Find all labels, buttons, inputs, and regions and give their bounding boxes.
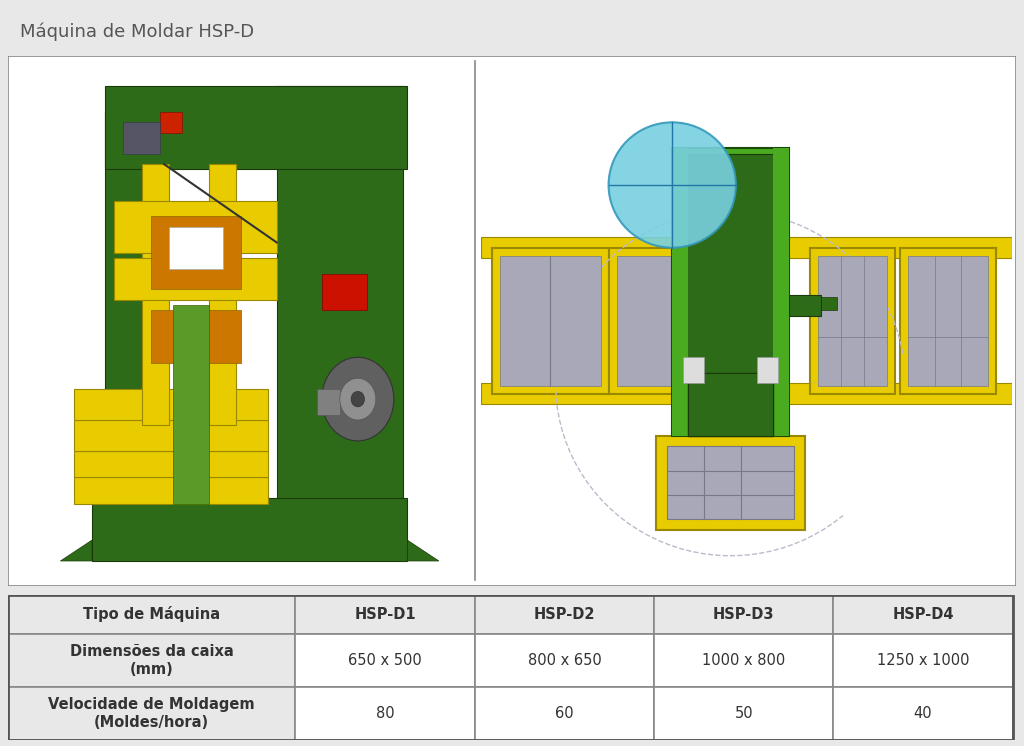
Bar [616, 255, 675, 386]
Bar [834, 595, 1013, 634]
Bar [151, 216, 241, 289]
Bar [654, 687, 834, 740]
Polygon shape [408, 540, 439, 561]
Bar [295, 634, 475, 687]
Bar [680, 154, 781, 430]
Bar [74, 477, 267, 504]
Circle shape [340, 378, 376, 420]
Bar [900, 248, 995, 394]
Bar [773, 148, 788, 436]
Text: Velocidade de Moldagem
(Moldes/hora): Velocidade de Moldagem (Moldes/hora) [48, 697, 255, 730]
Bar [656, 436, 805, 530]
Bar [8, 687, 295, 740]
Bar [295, 687, 475, 740]
Bar [115, 201, 276, 253]
Bar [8, 595, 295, 634]
Text: 1250 x 1000: 1250 x 1000 [877, 653, 970, 668]
Bar [654, 634, 834, 687]
Bar [475, 687, 654, 740]
Text: HSP-D4: HSP-D4 [892, 606, 954, 621]
Bar [74, 451, 267, 477]
Bar [276, 86, 402, 519]
Bar [672, 148, 688, 436]
Bar [8, 634, 295, 687]
Text: HSP-D2: HSP-D2 [534, 606, 595, 621]
Bar [608, 248, 683, 394]
Bar [788, 295, 821, 316]
Bar [672, 148, 788, 436]
Text: 80: 80 [376, 706, 394, 721]
Bar [173, 305, 209, 504]
Text: Máquina de Moldar HSP-D: Máquina de Moldar HSP-D [20, 22, 254, 41]
Bar [115, 258, 276, 300]
Bar [74, 389, 267, 420]
Text: 60: 60 [555, 706, 573, 721]
Bar [141, 164, 169, 425]
Text: Dimensões da caixa
(mm): Dimensões da caixa (mm) [70, 644, 233, 677]
Bar [654, 595, 834, 634]
Circle shape [351, 391, 365, 407]
Text: 1000 x 800: 1000 x 800 [702, 653, 785, 668]
Text: 40: 40 [913, 706, 933, 721]
Bar [821, 297, 837, 310]
Text: Tipo de Máquina: Tipo de Máquina [83, 606, 220, 622]
Text: HSP-D3: HSP-D3 [713, 606, 774, 621]
Bar [810, 248, 895, 394]
Bar [688, 373, 773, 436]
Text: 800 x 650: 800 x 650 [527, 653, 601, 668]
Bar [500, 255, 601, 386]
Bar [169, 227, 222, 269]
Bar [688, 373, 773, 436]
Bar [908, 255, 988, 386]
Bar [492, 248, 608, 394]
Bar [151, 310, 241, 363]
Bar [160, 112, 182, 133]
Bar [92, 498, 408, 561]
Bar [834, 634, 1013, 687]
Bar [667, 446, 795, 519]
Bar [322, 274, 367, 310]
Bar [818, 255, 887, 386]
Bar [475, 634, 654, 687]
Circle shape [322, 357, 394, 441]
Bar [209, 164, 237, 425]
Circle shape [608, 122, 736, 248]
Bar [757, 357, 778, 383]
Polygon shape [60, 540, 92, 561]
Bar [105, 86, 408, 169]
Bar [317, 389, 340, 415]
Bar [475, 595, 654, 634]
Bar [481, 237, 1012, 258]
Text: 650 x 500: 650 x 500 [348, 653, 422, 668]
Bar [105, 112, 151, 519]
Text: HSP-D1: HSP-D1 [354, 606, 416, 621]
Bar [834, 687, 1013, 740]
Bar [124, 122, 160, 154]
Bar [295, 595, 475, 634]
Bar [74, 420, 267, 451]
Bar [683, 357, 705, 383]
Text: 50: 50 [734, 706, 753, 721]
Bar [481, 383, 1012, 404]
